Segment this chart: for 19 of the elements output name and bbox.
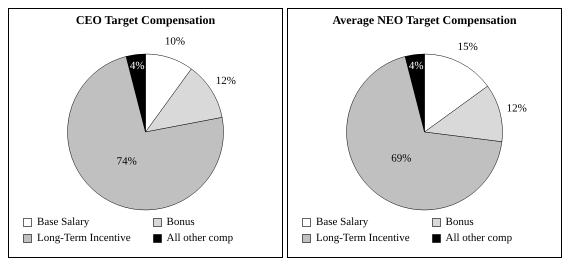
data-label: 12% (506, 102, 527, 114)
legend-label: Bonus (166, 216, 195, 228)
legend-label: Base Salary (316, 216, 368, 228)
data-label: 12% (216, 75, 236, 88)
data-label: 4% (130, 60, 145, 72)
data-label: 69% (391, 152, 412, 164)
legend-label: All other comp (446, 232, 512, 244)
legend-label: Long-Term Incentive (316, 232, 410, 244)
data-label: 15% (458, 41, 478, 54)
data-label: 4% (408, 60, 424, 72)
chart-title: Average NEO Target Compensation (331, 13, 518, 29)
data-label: 74% (116, 156, 137, 168)
pie-slice (346, 56, 502, 210)
chart-title: CEO Target Compensation (74, 13, 216, 29)
legend-label: All other comp (166, 232, 234, 244)
data-label: 10% (164, 35, 185, 48)
legend-label: Long-Term Incentive (37, 232, 131, 244)
legend-label: Base Salary (37, 216, 90, 228)
legend-label: Bonus (446, 216, 474, 228)
